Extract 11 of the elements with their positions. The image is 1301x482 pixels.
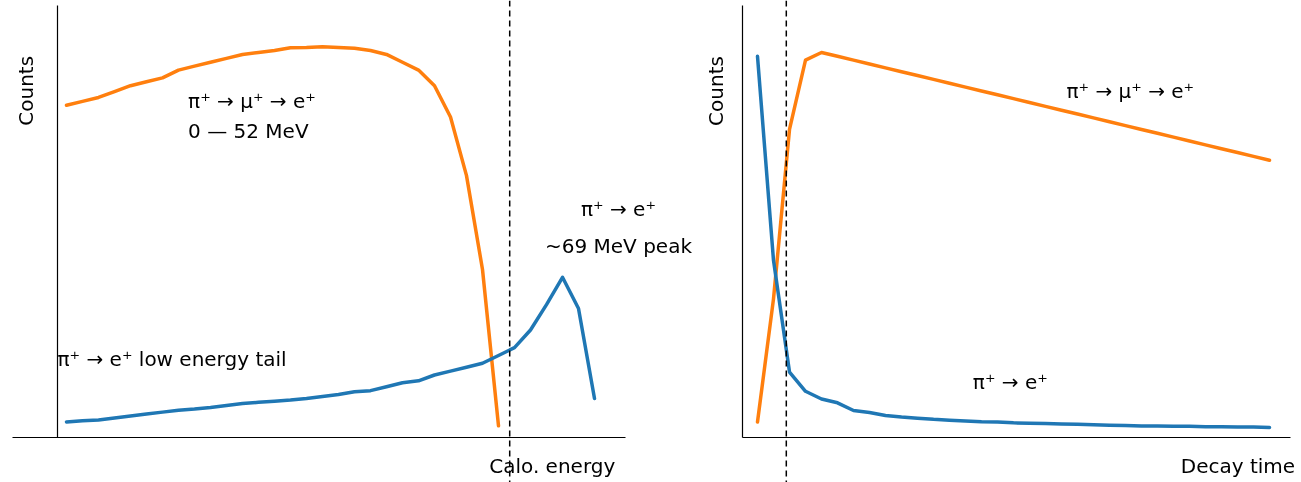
annotation: 0 — 52 MeV	[188, 118, 309, 143]
annotation: π⁺ → μ⁺ → e⁺	[1066, 78, 1195, 103]
x-axis-title: Decay time	[1180, 453, 1296, 478]
annotation: π⁺ → μ⁺ → e⁺	[188, 89, 316, 114]
annotation: π⁺ → e⁺	[972, 369, 1048, 394]
x-axis-title: Calo. energy	[489, 453, 616, 478]
y-axis-title: Counts	[703, 56, 728, 126]
annotation: π⁺ → e⁺	[581, 196, 656, 221]
annotation: ~69 MeV peak	[545, 234, 693, 258]
annotation: π⁺ → e⁺ low energy tail	[57, 347, 287, 372]
y-axis-title: Counts	[13, 55, 38, 126]
